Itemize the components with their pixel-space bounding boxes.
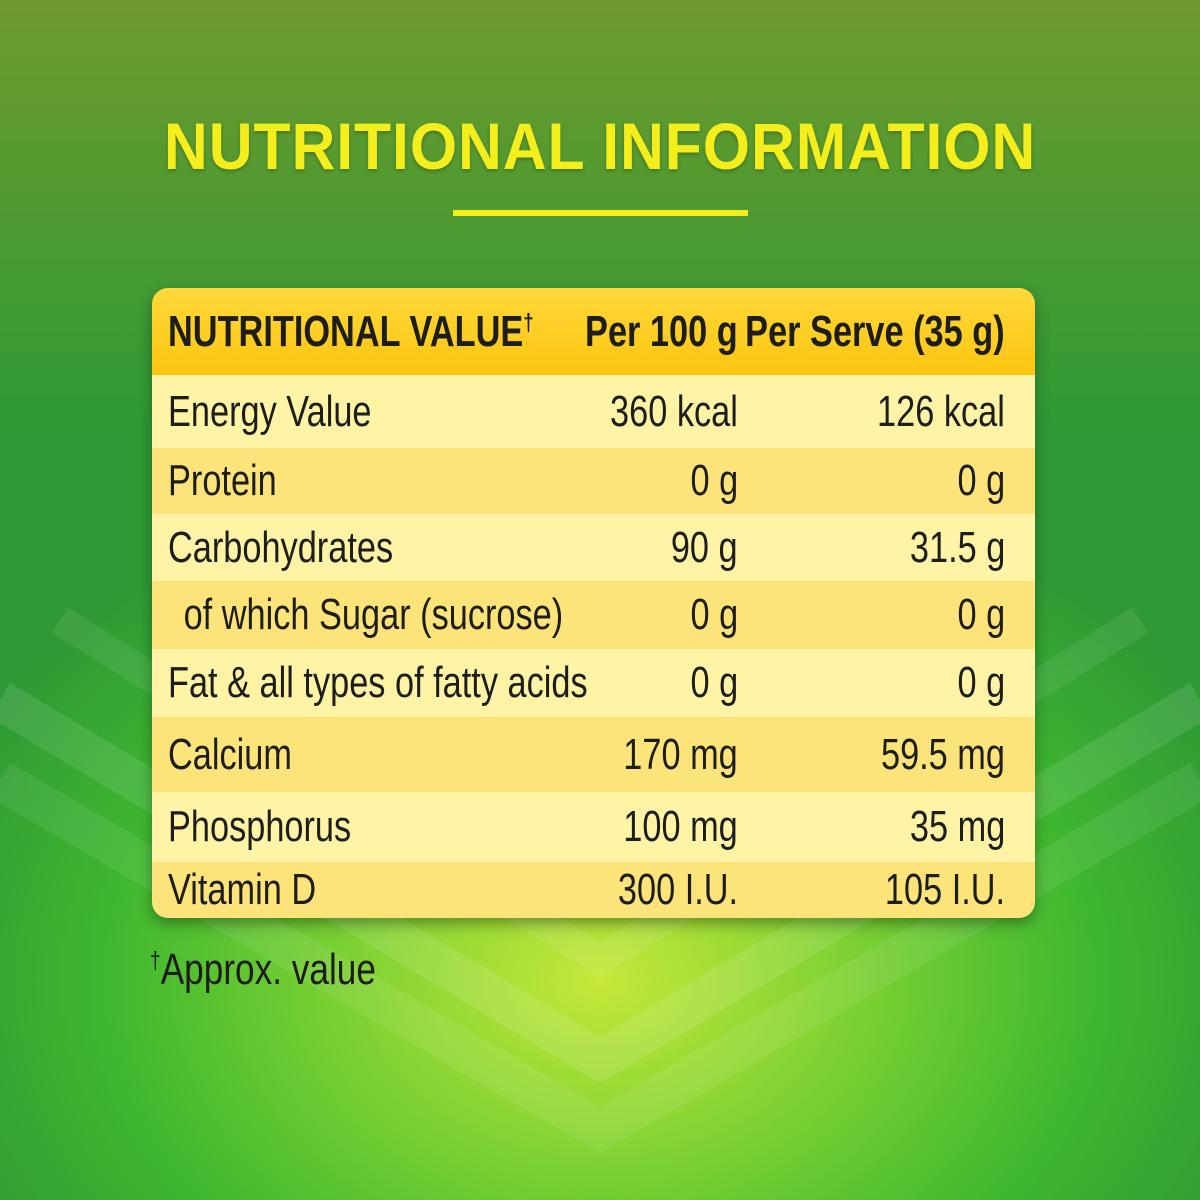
table-row: Protein 0 g 0 g <box>152 448 1035 514</box>
value-per-100g: 170 mg <box>623 729 738 779</box>
table-row: of which Sugar (sucrose) 0 g 0 g <box>152 581 1035 649</box>
value-per-serve: 0 g <box>957 456 1005 505</box>
value-per-100g: 0 g <box>690 658 738 707</box>
table-header: NUTRITIONAL VALUE† Per 100 g Per Serve (… <box>152 288 1035 375</box>
nutrition-table: NUTRITIONAL VALUE† Per 100 g Per Serve (… <box>152 288 1035 918</box>
page-title: NUTRITIONAL INFORMATION <box>163 109 1037 183</box>
value-per-serve: 105 I.U. <box>884 865 1005 914</box>
nutrient-name: Vitamin D <box>168 865 317 914</box>
value-per-100g: 0 g <box>690 456 738 505</box>
value-per-serve: 126 kcal <box>877 386 1005 436</box>
value-per-serve: 59.5 mg <box>880 729 1005 779</box>
value-per-serve: 35 mg <box>909 802 1005 851</box>
table-row: Vitamin D 300 I.U. 105 I.U. <box>152 862 1035 918</box>
nutrient-name: Carbohydrates <box>168 522 394 572</box>
table-row: Phosphorus 100 mg 35 mg <box>152 792 1035 862</box>
value-per-100g: 300 I.U. <box>617 865 738 914</box>
header-nutritional-value: NUTRITIONAL VALUE† <box>168 306 534 356</box>
nutrient-name: Energy Value <box>168 386 372 436</box>
nutrient-name: Protein <box>168 456 277 505</box>
value-per-serve: 0 g <box>957 658 1005 707</box>
value-per-serve: 0 g <box>957 590 1005 639</box>
header-per-100g: Per 100 g <box>585 306 738 356</box>
footnote: †Approx. value <box>150 945 376 994</box>
table-row: Carbohydrates 90 g 31.5 g <box>152 514 1035 581</box>
value-per-serve: 31.5 g <box>909 522 1005 572</box>
nutrient-name: Calcium <box>168 729 292 779</box>
nutrient-name: Fat & all types of fatty acids <box>168 658 588 707</box>
header-per-serve: Per Serve (35 g) <box>745 306 1005 356</box>
table-row: Calcium 170 mg 59.5 mg <box>152 717 1035 792</box>
nutrient-name: Phosphorus <box>168 802 352 851</box>
value-per-100g: 100 mg <box>623 802 738 851</box>
nutrient-name: of which Sugar (sucrose) <box>183 590 564 639</box>
table-row: Energy Value 360 kcal 126 kcal <box>152 375 1035 448</box>
title-underline <box>453 210 748 216</box>
value-per-100g: 0 g <box>690 590 738 639</box>
table-row: Fat & all types of fatty acids 0 g 0 g <box>152 649 1035 717</box>
value-per-100g: 360 kcal <box>610 386 738 436</box>
value-per-100g: 90 g <box>671 522 738 572</box>
